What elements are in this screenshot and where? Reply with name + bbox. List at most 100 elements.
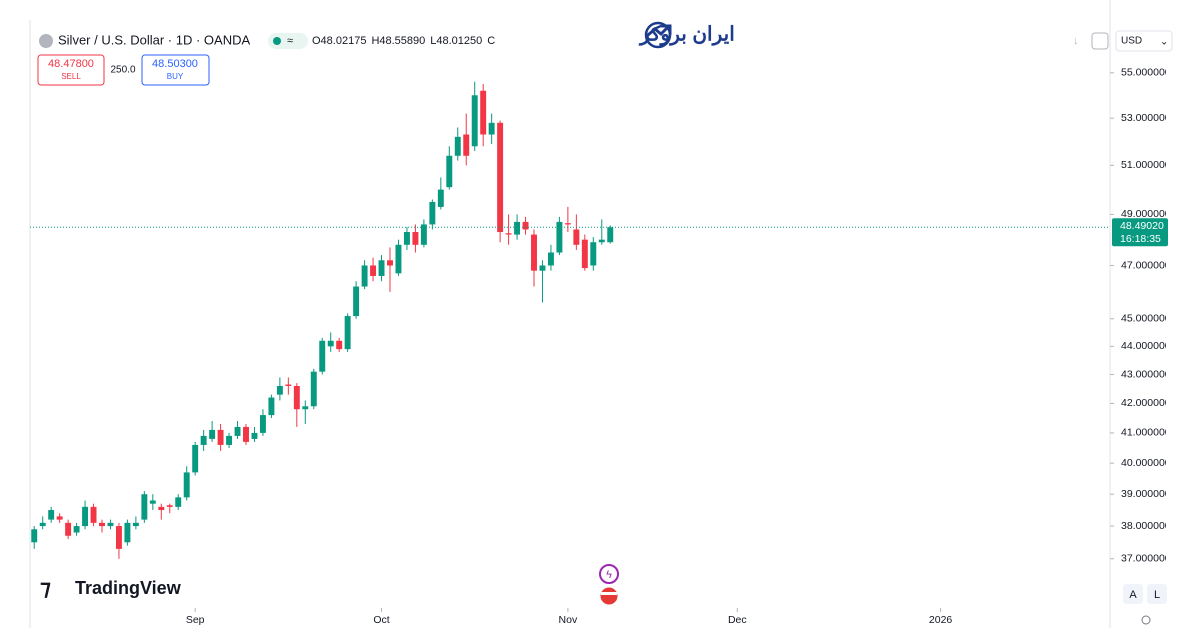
candle-body: [497, 122, 504, 233]
candle-body: [82, 506, 89, 527]
download-icon: ↓: [1073, 35, 1079, 47]
last-price-label: 48.49020: [1120, 220, 1164, 232]
candle-body: [166, 505, 173, 507]
candle-body: [598, 239, 605, 243]
candle-body: [115, 526, 122, 549]
x-tick-label: 2026: [929, 614, 953, 626]
sell-price: 48.47800: [48, 58, 94, 70]
sell-label: SELL: [61, 72, 81, 81]
auto-button[interactable]: [1123, 584, 1143, 604]
candle-body: [243, 426, 249, 442]
candle-body: [65, 522, 72, 536]
tv-logo-mark: ⁊: [40, 575, 51, 600]
sell-button[interactable]: [37, 54, 105, 86]
candle-body: [107, 522, 114, 527]
y-tick-label: 55.000000: [1121, 67, 1171, 79]
candle-body: [412, 232, 419, 245]
candle-body: [234, 426, 241, 436]
candle-body: [607, 227, 614, 243]
candle-body: [403, 232, 410, 245]
candle-body: [344, 316, 351, 350]
candle-body: [370, 265, 377, 276]
y-tick-label: 49.000000: [1121, 208, 1171, 220]
status-icon: ≈: [287, 35, 293, 47]
settings-icon[interactable]: [1141, 615, 1151, 625]
ohlc-header: O48.02175 H48.55890 L48.01250 C: [312, 35, 495, 47]
candle-body: [200, 435, 207, 445]
candle-body: [310, 371, 317, 407]
currency-caret: ⌄: [1160, 37, 1168, 48]
flag-icon[interactable]: [599, 586, 619, 606]
screenshot-button[interactable]: [1091, 32, 1109, 50]
y-tick-label: 47.000000: [1121, 259, 1171, 271]
y-tick-label: 45.000000: [1121, 313, 1171, 325]
countdown: 16:18:35: [1120, 233, 1161, 245]
candle-body: [505, 233, 512, 235]
spread: 250.0: [110, 65, 135, 76]
candle-body: [293, 385, 300, 410]
y-tick-label: 38.000000: [1121, 520, 1171, 532]
y-tick-label: 37.000000: [1121, 553, 1171, 565]
candle-body: [48, 510, 55, 520]
flag-stripe: [601, 592, 617, 595]
candle-body: [99, 522, 105, 527]
candle-body: [353, 286, 360, 317]
candle-body: [251, 432, 258, 439]
candle-body: [539, 265, 546, 271]
last-price-box: [1112, 218, 1168, 247]
x-tick-label: Nov: [559, 614, 578, 626]
x-tick-label: Oct: [373, 614, 389, 626]
candle-body: [361, 265, 368, 287]
status-dot: [273, 37, 281, 45]
candle-body: [31, 529, 38, 543]
buy-button[interactable]: [141, 54, 210, 86]
log-label: L: [1154, 589, 1160, 601]
chart-title: Silver / U.S. Dollar · 1D · OANDA: [58, 32, 250, 47]
candle-body: [132, 522, 139, 527]
currency-select[interactable]: [1115, 30, 1173, 52]
candle-body: [209, 429, 216, 439]
candle-body: [39, 522, 46, 527]
candle-body: [488, 122, 495, 135]
candle-body: [387, 260, 393, 266]
status-pill[interactable]: [268, 33, 308, 49]
candle-body: [268, 397, 275, 416]
x-tick-label: Sep: [186, 614, 205, 626]
candle-body: [564, 223, 571, 225]
candle-body: [581, 239, 588, 269]
candle-body: [259, 415, 266, 433]
candle-body: [319, 340, 326, 372]
brand-name: ایران بروکر: [638, 23, 735, 46]
auto-label: A: [1129, 589, 1137, 601]
y-tick-label: 42.000000: [1121, 397, 1171, 409]
ohlc-value: O48.02175: [312, 35, 366, 47]
candle-body: [183, 472, 190, 498]
y-tick-label: 44.000000: [1121, 340, 1171, 352]
y-tick-label: 39.000000: [1121, 488, 1171, 500]
candle-body: [514, 221, 521, 235]
log-button[interactable]: [1147, 584, 1167, 604]
candle-body: [217, 429, 224, 445]
y-tick-label: 43.000000: [1121, 368, 1171, 380]
candle-body: [573, 229, 580, 245]
candle-body: [463, 134, 470, 156]
candle-body: [378, 260, 385, 276]
ohlc-value: H48.55890: [371, 35, 425, 47]
y-tick-label: 41.000000: [1121, 427, 1171, 439]
candle-body: [437, 189, 444, 207]
event-icon[interactable]: [599, 564, 619, 584]
currency: USD: [1121, 36, 1142, 47]
candle-body: [336, 340, 343, 350]
candle-body: [547, 252, 554, 266]
candle-body: [285, 384, 292, 386]
candle-body: [446, 155, 453, 188]
y-tick-label: 53.000000: [1121, 112, 1171, 124]
candle-body: [90, 506, 97, 523]
candle-body: [158, 506, 165, 511]
candle-body: [420, 224, 427, 245]
candle-body: [327, 340, 334, 347]
y-tick-label: 51.000000: [1121, 159, 1171, 171]
x-tick-label: Dec: [728, 614, 747, 626]
